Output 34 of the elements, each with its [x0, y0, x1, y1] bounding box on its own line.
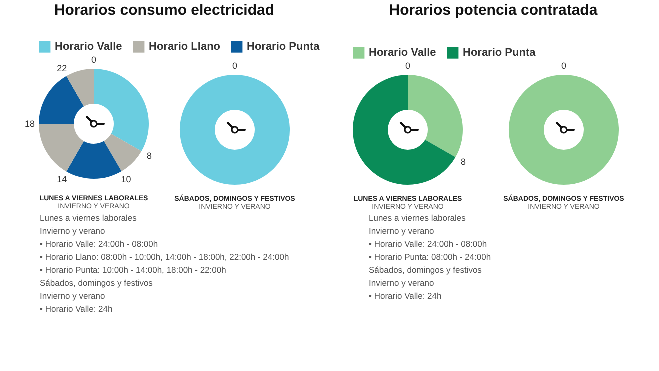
text: • Horario Punta: 10:00h - 14:00h, 18:00h - 22:00h: [40, 264, 228, 277]
text: Lunes a viernes laborales: [369, 212, 467, 225]
text: • Horario Valle: 24h: [40, 303, 114, 316]
text: Sábados, domingos y festivos: [369, 264, 483, 277]
text: • Horario Valle: 24:00h - 08:00h: [369, 238, 488, 251]
text: Invierno y verano: [369, 277, 436, 290]
legend-label: Horario Llano: [148, 41, 220, 54]
text: 14: [56, 174, 67, 184]
text: 0: [232, 61, 238, 71]
text: 0: [560, 61, 566, 71]
text: Horarios potencia contratada: [389, 2, 598, 21]
legend-label: Horario Punta: [462, 47, 536, 60]
text: Horarios consumo electricidad: [54, 2, 275, 21]
text: Invierno y verano: [369, 225, 436, 238]
text: • Horario Valle: 24:00h - 08:00h: [40, 238, 160, 251]
text: Invierno y verano: [40, 225, 106, 238]
legend-label: Horario Punta: [246, 41, 320, 54]
text: 18: [24, 119, 35, 129]
text: • Horario Valle: 24h: [369, 290, 443, 303]
text: 8: [460, 156, 466, 167]
text: Sábados, domingos y festivos: [40, 277, 154, 290]
text: • Horario Llano: 08:00h - 10:00h, 14:00h - 18:00h, 22:00h - 24:00h: [40, 251, 290, 264]
legend-label: Horario Valle: [368, 47, 436, 60]
legend-label: Horario Valle: [54, 41, 122, 54]
donut-slice: [408, 75, 462, 158]
text: 10: [120, 174, 131, 184]
donut-slice: [352, 75, 456, 185]
text: Lunes a viernes laborales: [40, 212, 138, 225]
text: • Horario Punta: 08:00h - 24:00h: [369, 251, 492, 264]
text: 8: [146, 150, 152, 161]
text: 22: [56, 64, 67, 74]
text: 0: [404, 61, 410, 71]
text: 0: [90, 55, 96, 65]
text: Invierno y verano: [40, 290, 106, 303]
